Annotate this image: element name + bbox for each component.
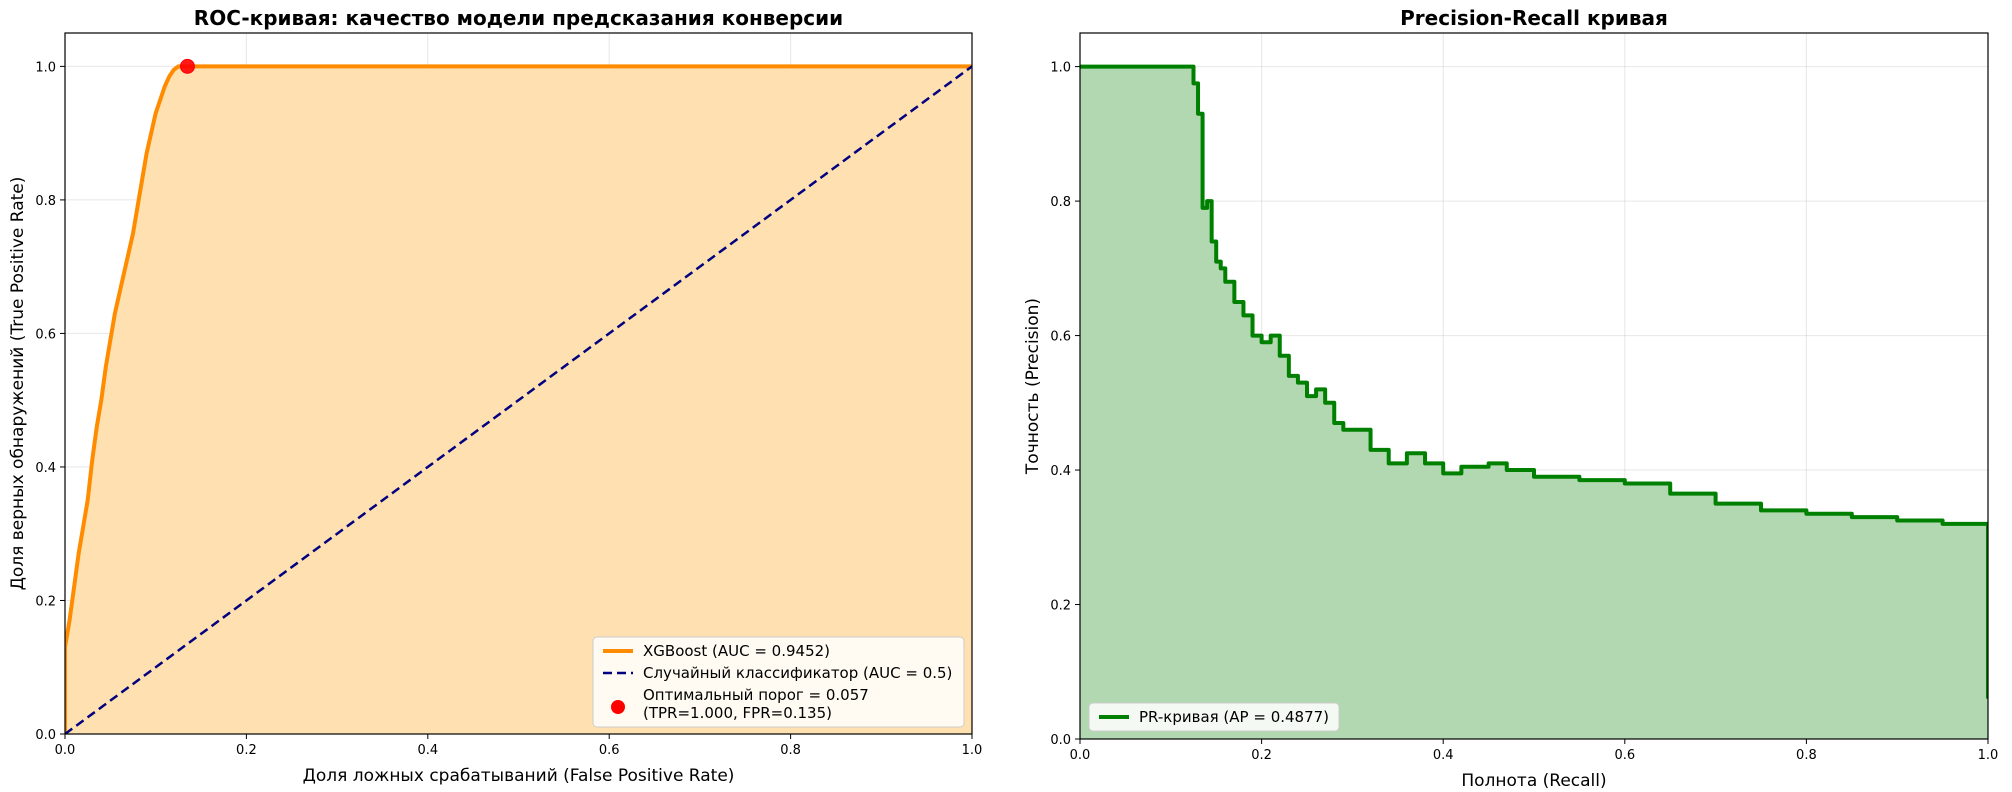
series-line-1 xyxy=(65,65,972,734)
x-tick-label: 0.6 xyxy=(1614,748,1635,763)
y-tick-label: 0.2 xyxy=(35,594,56,609)
legend-box xyxy=(1088,702,1340,732)
plot-area xyxy=(65,64,972,734)
x-tick-label: 0.0 xyxy=(55,743,76,758)
y-tick-label: 0.2 xyxy=(1050,599,1071,614)
y-tick-label: 0.6 xyxy=(35,327,56,342)
y-axis-label: Точность (Precision) xyxy=(1023,298,1043,475)
x-tick-label: 1.0 xyxy=(1978,748,1999,763)
y-tick-label: 0.4 xyxy=(1050,464,1071,479)
x-tick-label: 0.6 xyxy=(599,743,620,758)
area-fill-series-0 xyxy=(1080,66,1988,739)
roc-chart: 0.0 0.2 0.4 0.6 0.8 1.0 0.0 0.2 0.4 0.6 0.8 1.0 ROC-… xyxy=(8,6,982,786)
y-tick-label: 0.8 xyxy=(35,194,56,209)
series-line-0 xyxy=(65,64,972,734)
y-tick-label: 1.0 xyxy=(35,60,56,75)
x-tick-label: 1.0 xyxy=(962,743,983,758)
x-tick-label: 0.8 xyxy=(780,743,801,758)
x-axis-label: Полнота (Recall) xyxy=(1461,771,1606,791)
legend-label-series-1: Случайный классификатор (AUC = 0.5) xyxy=(643,664,952,682)
chart-title: ROC-кривая: качество модели предсказания… xyxy=(194,6,843,30)
legend-label-marker-line2: (TPR=1.000, FPR=0.135) xyxy=(643,704,832,722)
y-tick-label: 0.6 xyxy=(1050,330,1071,345)
x-tick-label: 0.8 xyxy=(1796,748,1817,763)
y-tick-label: 0.0 xyxy=(1050,733,1071,748)
legend-swatch-marker xyxy=(611,700,625,714)
legend: XGBoost (AUC = 0.9452) Случайный классифи… xyxy=(592,636,965,728)
x-tick-label: 0.2 xyxy=(1251,748,1272,763)
marker-point-0 xyxy=(179,58,195,74)
y-axis-label: Доля верных обнаружений (True Positive R… xyxy=(8,177,28,591)
x-tick-label: 0.4 xyxy=(1433,748,1454,763)
chart-title: Precision-Recall кривая xyxy=(1400,6,1668,30)
y-tick-label: 0.8 xyxy=(1050,195,1071,210)
axes-frame xyxy=(1079,32,1989,740)
x-tick-label: 0.4 xyxy=(417,743,438,758)
y-tick-label: 1.0 xyxy=(1050,61,1071,76)
x-tick-label: 0.0 xyxy=(1070,748,1091,763)
x-axis-label: Доля ложных срабатываний (False Positive… xyxy=(303,766,735,786)
plot-area xyxy=(1080,64,1988,739)
series-line-0 xyxy=(1080,64,1988,699)
legend-label-series-0: XGBoost (AUC = 0.9452) xyxy=(643,642,830,660)
pr-chart: 0.0 0.2 0.4 0.6 0.8 1.0 0.0 0.2 0.4 0.6 0.8 1.0 Prec… xyxy=(1023,6,1998,791)
legend: PR-кривая (AP = 0.4877) xyxy=(1088,702,1340,732)
y-tick-label: 0.0 xyxy=(35,728,56,743)
legend-label-series-0: PR-кривая (AP = 0.4877) xyxy=(1139,708,1329,726)
legend-label-marker: Оптимальный порог = 0.057 xyxy=(643,686,869,704)
y-tick-label: 0.4 xyxy=(35,461,56,476)
x-tick-label: 0.2 xyxy=(236,743,257,758)
legend-box xyxy=(592,636,965,728)
axes-frame xyxy=(64,32,973,735)
